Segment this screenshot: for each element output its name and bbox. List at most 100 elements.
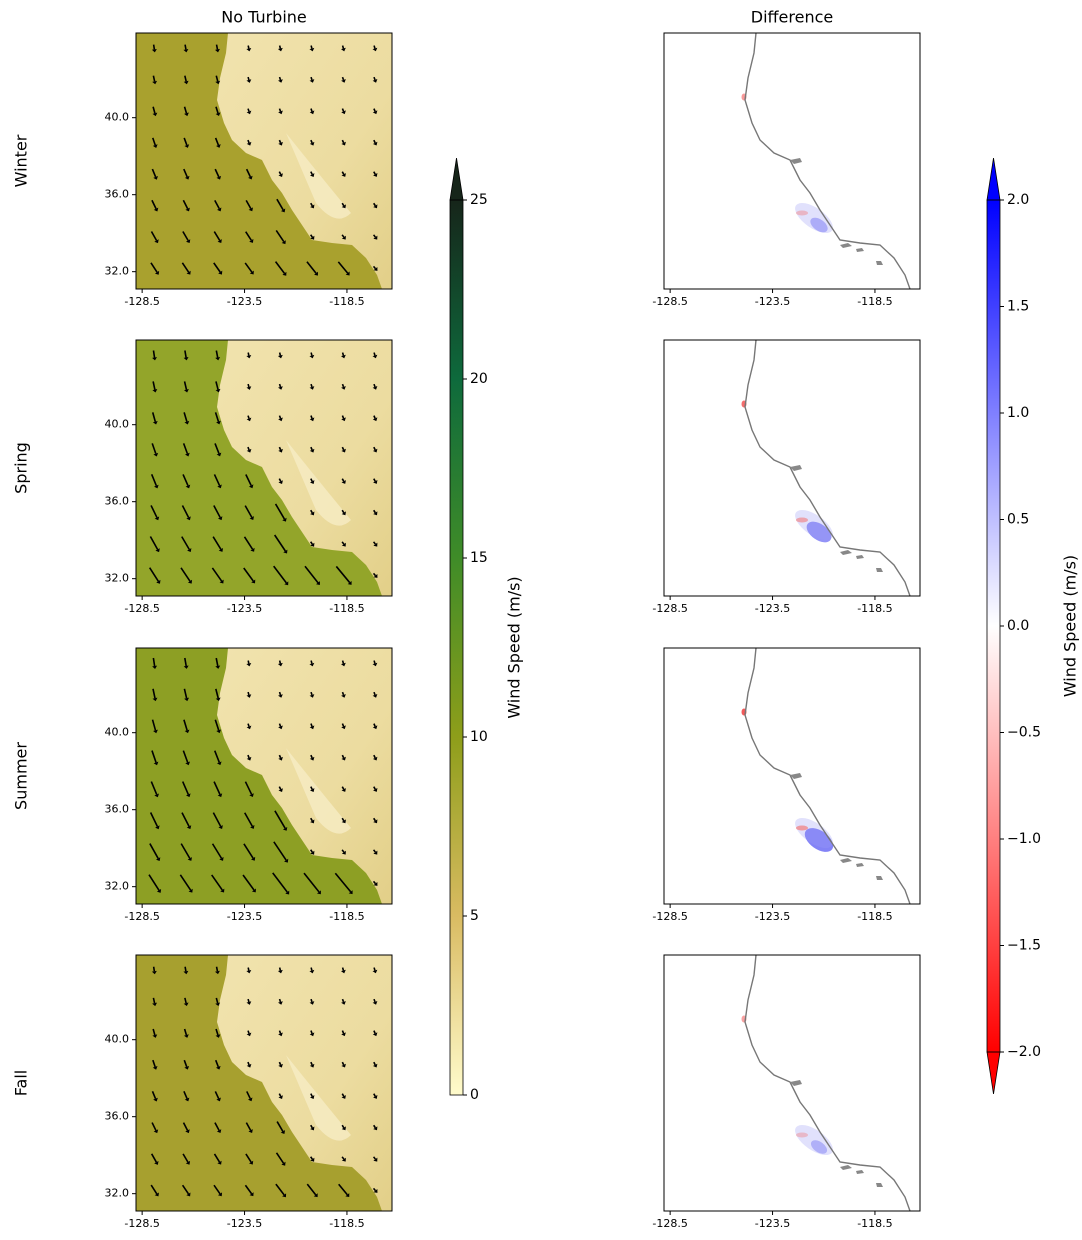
arrow-head xyxy=(246,1063,252,1068)
wind-arrow xyxy=(278,691,282,696)
wind-arrow xyxy=(373,723,376,727)
wind-arrow xyxy=(215,966,219,972)
wind-arrow xyxy=(341,76,345,81)
wind-arrow xyxy=(150,262,158,273)
wind-arrow xyxy=(278,352,282,356)
arrow-head xyxy=(154,1160,159,1165)
wind-arrow xyxy=(152,44,156,50)
wind-arrow xyxy=(150,505,158,518)
wind-arrow xyxy=(151,719,157,731)
wind-arrow xyxy=(150,231,158,241)
wind-arrow xyxy=(273,565,287,584)
arrow-head xyxy=(282,826,288,831)
wind-arrow xyxy=(341,446,345,451)
arrow-head xyxy=(152,144,158,148)
wind-arrow xyxy=(278,108,282,112)
wind-arrow xyxy=(215,1028,219,1036)
wind-arrow xyxy=(213,750,221,763)
wind-arrow xyxy=(310,723,313,727)
wind-arrow xyxy=(341,998,345,1003)
x-tick-label: -118.5 xyxy=(329,1217,364,1230)
wind-arrow xyxy=(243,567,254,582)
wind-arrow xyxy=(341,1124,345,1129)
wind-arrow xyxy=(247,383,250,388)
wind-arrow xyxy=(182,443,189,454)
arrow-head xyxy=(341,386,346,390)
wind-arrow xyxy=(341,1156,345,1160)
x-tick-label: -128.5 xyxy=(124,295,159,308)
panel-frame xyxy=(663,339,921,597)
wind-arrow xyxy=(278,998,282,1003)
diff-blob xyxy=(795,1124,833,1156)
arrow-head xyxy=(153,729,158,734)
arrow-head xyxy=(184,388,189,393)
wind-arrow xyxy=(247,446,250,451)
x-tick-label: -128.5 xyxy=(652,1217,687,1230)
arrow-head xyxy=(316,581,320,586)
wind-arrow xyxy=(213,231,221,241)
colorbar-label: Wind Speed (m/s) xyxy=(505,576,524,718)
arrow-head xyxy=(310,235,315,240)
arrow-head xyxy=(187,857,192,861)
wind-arrow xyxy=(278,45,282,49)
arrow-head xyxy=(188,888,193,893)
wind-arrow xyxy=(213,1153,221,1163)
wind-arrow xyxy=(276,198,284,211)
map-panel: -128.5 -123.5 -118.5 xyxy=(652,954,921,1230)
wind-arrow xyxy=(214,1122,220,1131)
arrow-head xyxy=(373,574,378,578)
wind-arrow xyxy=(152,137,156,146)
wind-arrow xyxy=(373,660,376,664)
wind-arrow xyxy=(341,691,345,696)
wind-arrow xyxy=(274,503,286,520)
wind-arrow xyxy=(148,567,160,582)
wind-arrow xyxy=(215,44,219,50)
arrow-head xyxy=(373,511,378,516)
colorbar-tick-label: 10 xyxy=(470,729,488,745)
arrow-head xyxy=(185,239,191,244)
wind-arrow xyxy=(214,168,220,178)
wind-arrow xyxy=(183,688,188,699)
diff-blob xyxy=(795,817,833,849)
diff-blob xyxy=(795,202,833,234)
wind-arrow xyxy=(274,261,286,274)
wind-arrow xyxy=(183,137,188,146)
arrow-head xyxy=(246,417,252,422)
arrow-head xyxy=(372,141,378,146)
wind-arrow xyxy=(310,817,313,822)
y-tick-label: 32.0 xyxy=(105,880,130,893)
arrow-head xyxy=(373,882,378,886)
arrow-head xyxy=(341,1063,346,1068)
arrow-head xyxy=(310,542,315,547)
wind-arrow xyxy=(215,106,219,114)
wind-arrow xyxy=(373,76,376,81)
arrow-head xyxy=(248,1129,253,1133)
wind-arrow xyxy=(149,536,159,550)
x-tick-label: -123.5 xyxy=(227,1217,262,1230)
x-tick-label: -128.5 xyxy=(652,602,687,615)
wind-arrow xyxy=(245,168,252,178)
panel-frame xyxy=(135,954,393,1212)
arrow-head xyxy=(246,694,252,698)
wind-arrow xyxy=(310,754,313,759)
arrow-head xyxy=(246,141,252,146)
wind-arrow xyxy=(304,565,319,584)
arrow-head xyxy=(309,79,315,83)
wind-arrow xyxy=(372,265,377,270)
arrow-head xyxy=(218,825,223,829)
colorbar-fill xyxy=(987,200,1000,1052)
arrow-head xyxy=(278,1001,283,1005)
arrow-head xyxy=(278,1032,283,1037)
arrow-head xyxy=(185,207,190,212)
wind-arrow xyxy=(278,139,282,144)
arrow-head xyxy=(250,825,255,829)
wind-arrow xyxy=(184,657,187,667)
row-label: Winter xyxy=(12,134,31,187)
column-title: Difference xyxy=(751,8,833,27)
wind-arrow xyxy=(278,967,282,971)
wind-arrow xyxy=(310,446,313,451)
wind-arrow xyxy=(245,1122,252,1131)
wind-arrow xyxy=(310,1030,313,1034)
wind-arrow xyxy=(310,45,313,49)
arrow-head xyxy=(215,665,221,669)
